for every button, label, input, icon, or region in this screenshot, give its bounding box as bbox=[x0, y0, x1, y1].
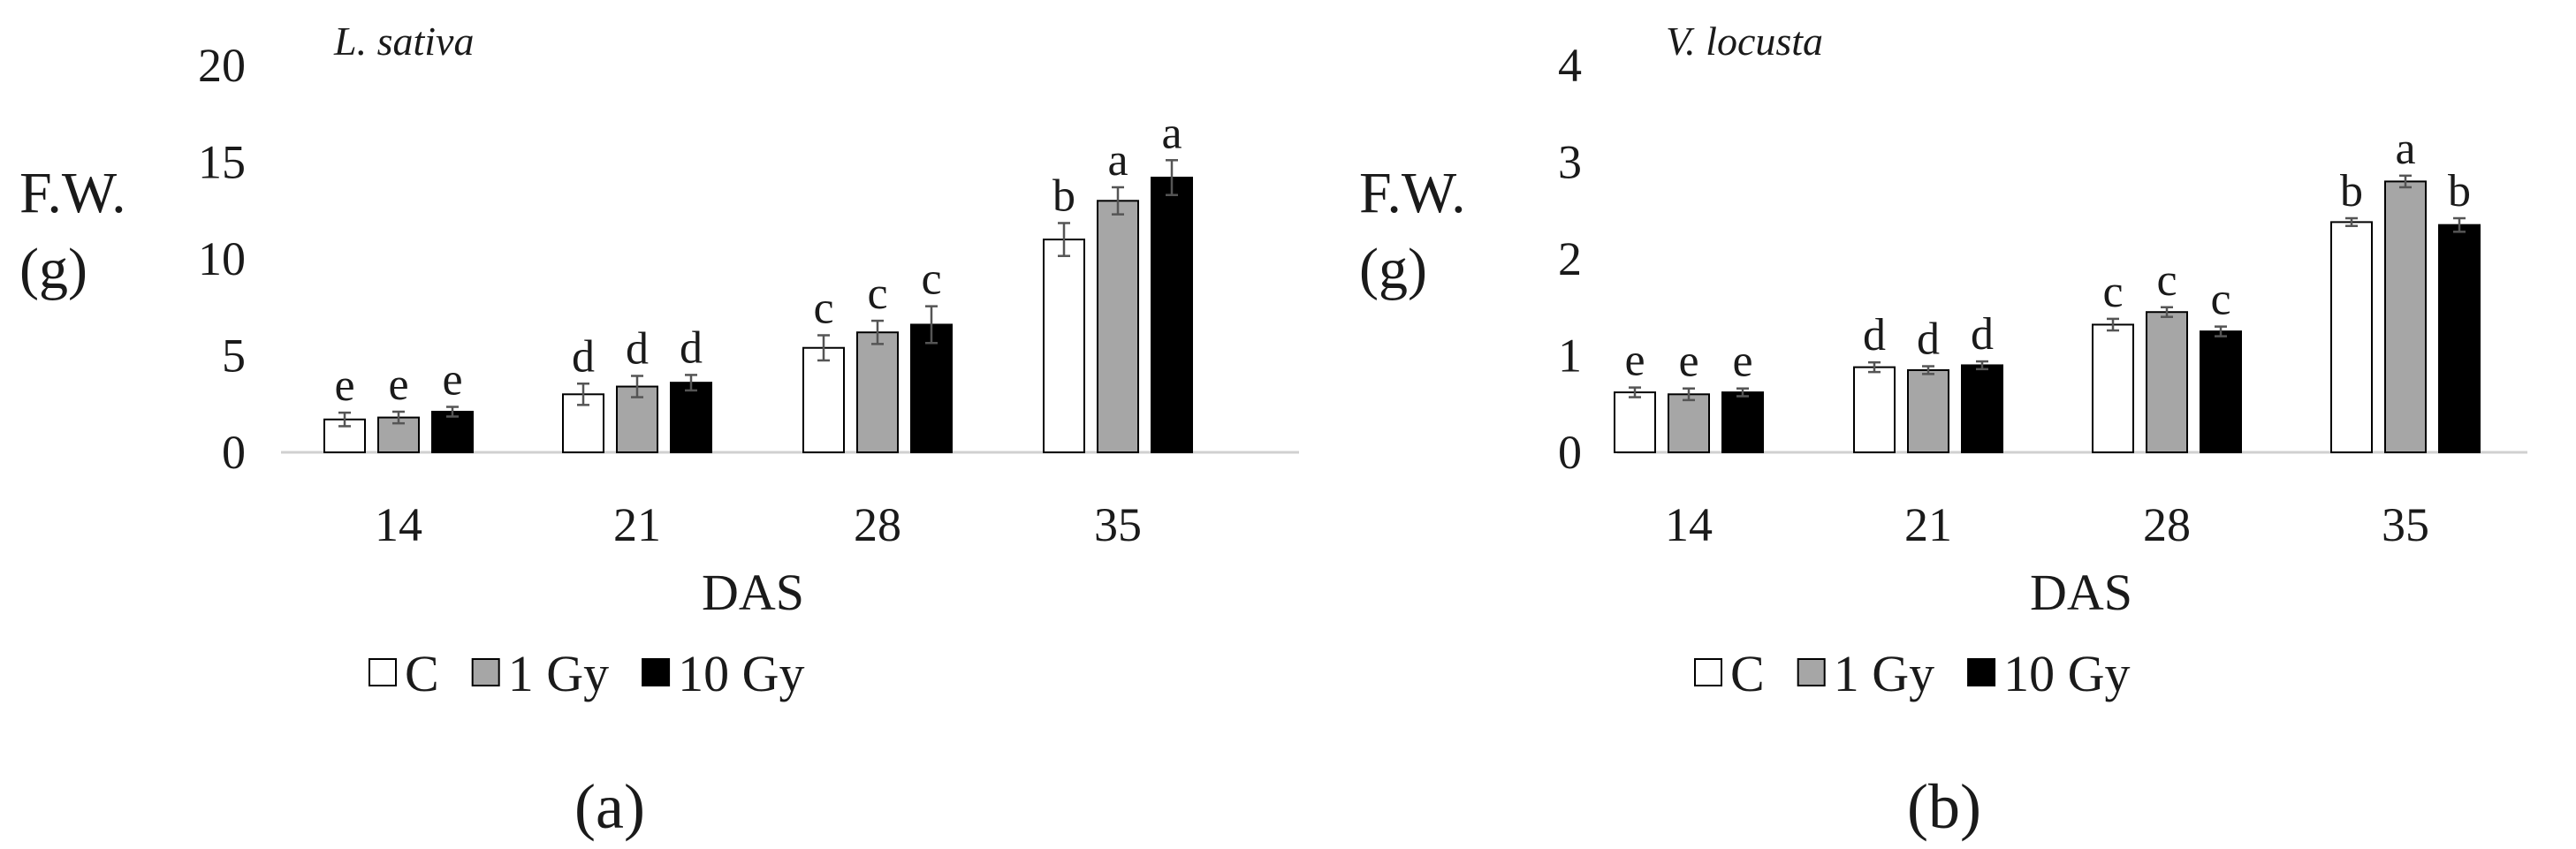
significance-label: c bbox=[867, 269, 887, 319]
bar bbox=[2330, 221, 2373, 453]
legend-swatch bbox=[1694, 658, 1722, 686]
y-tick-label: 5 bbox=[222, 330, 246, 383]
bar bbox=[670, 382, 712, 453]
legend-label: C bbox=[405, 645, 439, 702]
bar bbox=[562, 393, 604, 453]
significance-label: c bbox=[2102, 267, 2123, 317]
bar bbox=[802, 346, 845, 453]
x-tick-label: 35 bbox=[2382, 498, 2429, 551]
x-tick-label: 21 bbox=[1904, 498, 1952, 551]
panel-label: (a) bbox=[574, 771, 645, 842]
y-axis-label: F.W. bbox=[1359, 161, 1466, 225]
bar bbox=[1853, 366, 1896, 454]
x-tick-label: 21 bbox=[613, 498, 661, 551]
bar bbox=[2092, 323, 2134, 453]
bar bbox=[2384, 180, 2427, 453]
y-tick-label: 15 bbox=[198, 136, 246, 189]
significance-label: e bbox=[1678, 337, 1698, 387]
y-tick-label: 10 bbox=[198, 232, 246, 285]
chart-title: V. locusta bbox=[1666, 19, 1823, 64]
bar bbox=[2146, 311, 2188, 453]
significance-label: d bbox=[1863, 310, 1886, 360]
significance-label: d bbox=[680, 322, 703, 373]
significance-label: d bbox=[1971, 309, 1994, 360]
x-tick-label: 14 bbox=[375, 498, 422, 551]
y-tick-label: 20 bbox=[198, 39, 246, 92]
significance-label: c bbox=[2210, 275, 2230, 325]
significance-label: c bbox=[813, 284, 833, 334]
bar bbox=[1097, 200, 1139, 454]
bar bbox=[2200, 330, 2242, 453]
legend-label: 1 Gy bbox=[508, 645, 609, 702]
significance-label: e bbox=[1624, 336, 1645, 386]
bar bbox=[1043, 239, 1085, 453]
significance-label: c bbox=[2156, 255, 2177, 306]
y-axis-label: F.W. bbox=[19, 161, 126, 225]
x-tick-label: 28 bbox=[854, 498, 901, 551]
x-tick-label: 35 bbox=[1094, 498, 1142, 551]
significance-label: d bbox=[626, 323, 649, 374]
x-axis-label: DAS bbox=[2030, 564, 2132, 621]
significance-label: c bbox=[921, 254, 941, 305]
y-tick-label: 0 bbox=[1558, 426, 1582, 479]
y-axis-label: (g) bbox=[19, 237, 87, 301]
bar bbox=[1151, 177, 1193, 454]
y-tick-label: 0 bbox=[222, 426, 246, 479]
x-tick-label: 28 bbox=[2143, 498, 2191, 551]
bar bbox=[1961, 364, 2003, 454]
significance-label: a bbox=[1107, 135, 1128, 186]
y-tick-label: 3 bbox=[1558, 136, 1582, 189]
x-tick-label: 14 bbox=[1665, 498, 1713, 551]
legend-swatch bbox=[1797, 658, 1826, 686]
legend-swatch bbox=[1967, 658, 1996, 686]
x-axis-label: DAS bbox=[702, 564, 804, 621]
bar bbox=[431, 411, 474, 454]
significance-label: e bbox=[1732, 337, 1752, 387]
bar bbox=[2438, 224, 2481, 454]
significance-label: a bbox=[2395, 124, 2415, 174]
y-tick-label: 2 bbox=[1558, 232, 1582, 285]
bar bbox=[856, 331, 899, 453]
legend-swatch bbox=[369, 658, 397, 686]
significance-label: b bbox=[1052, 171, 1075, 221]
significance-label: d bbox=[1917, 315, 1940, 365]
significance-label: b bbox=[2448, 166, 2471, 216]
significance-label: a bbox=[1161, 108, 1182, 158]
legend: C 1 Gy 10 Gy bbox=[1694, 645, 2130, 702]
significance-label: d bbox=[572, 331, 595, 382]
y-axis-label: (g) bbox=[1359, 237, 1427, 301]
legend-swatch bbox=[471, 658, 500, 686]
bar bbox=[1721, 391, 1764, 453]
significance-label: e bbox=[388, 360, 408, 410]
significance-label: e bbox=[334, 360, 354, 411]
legend-swatch bbox=[642, 658, 671, 686]
significance-label: e bbox=[442, 355, 462, 406]
bar bbox=[1668, 393, 1710, 453]
legend-label: 10 Gy bbox=[2003, 645, 2130, 702]
y-tick-label: 4 bbox=[1558, 39, 1582, 92]
significance-label: b bbox=[2340, 166, 2363, 216]
legend-label: C bbox=[1730, 645, 1765, 702]
y-tick-label: 1 bbox=[1558, 330, 1582, 383]
bar bbox=[910, 323, 953, 453]
legend-label: 1 Gy bbox=[1834, 645, 1934, 702]
legend-label: 10 Gy bbox=[678, 645, 804, 702]
legend: C 1 Gy 10 Gy bbox=[369, 645, 804, 702]
bar bbox=[1614, 391, 1656, 453]
chart-title: L. sativa bbox=[333, 19, 474, 64]
panel-label: (b) bbox=[1907, 771, 1981, 842]
bar bbox=[1907, 368, 1949, 453]
